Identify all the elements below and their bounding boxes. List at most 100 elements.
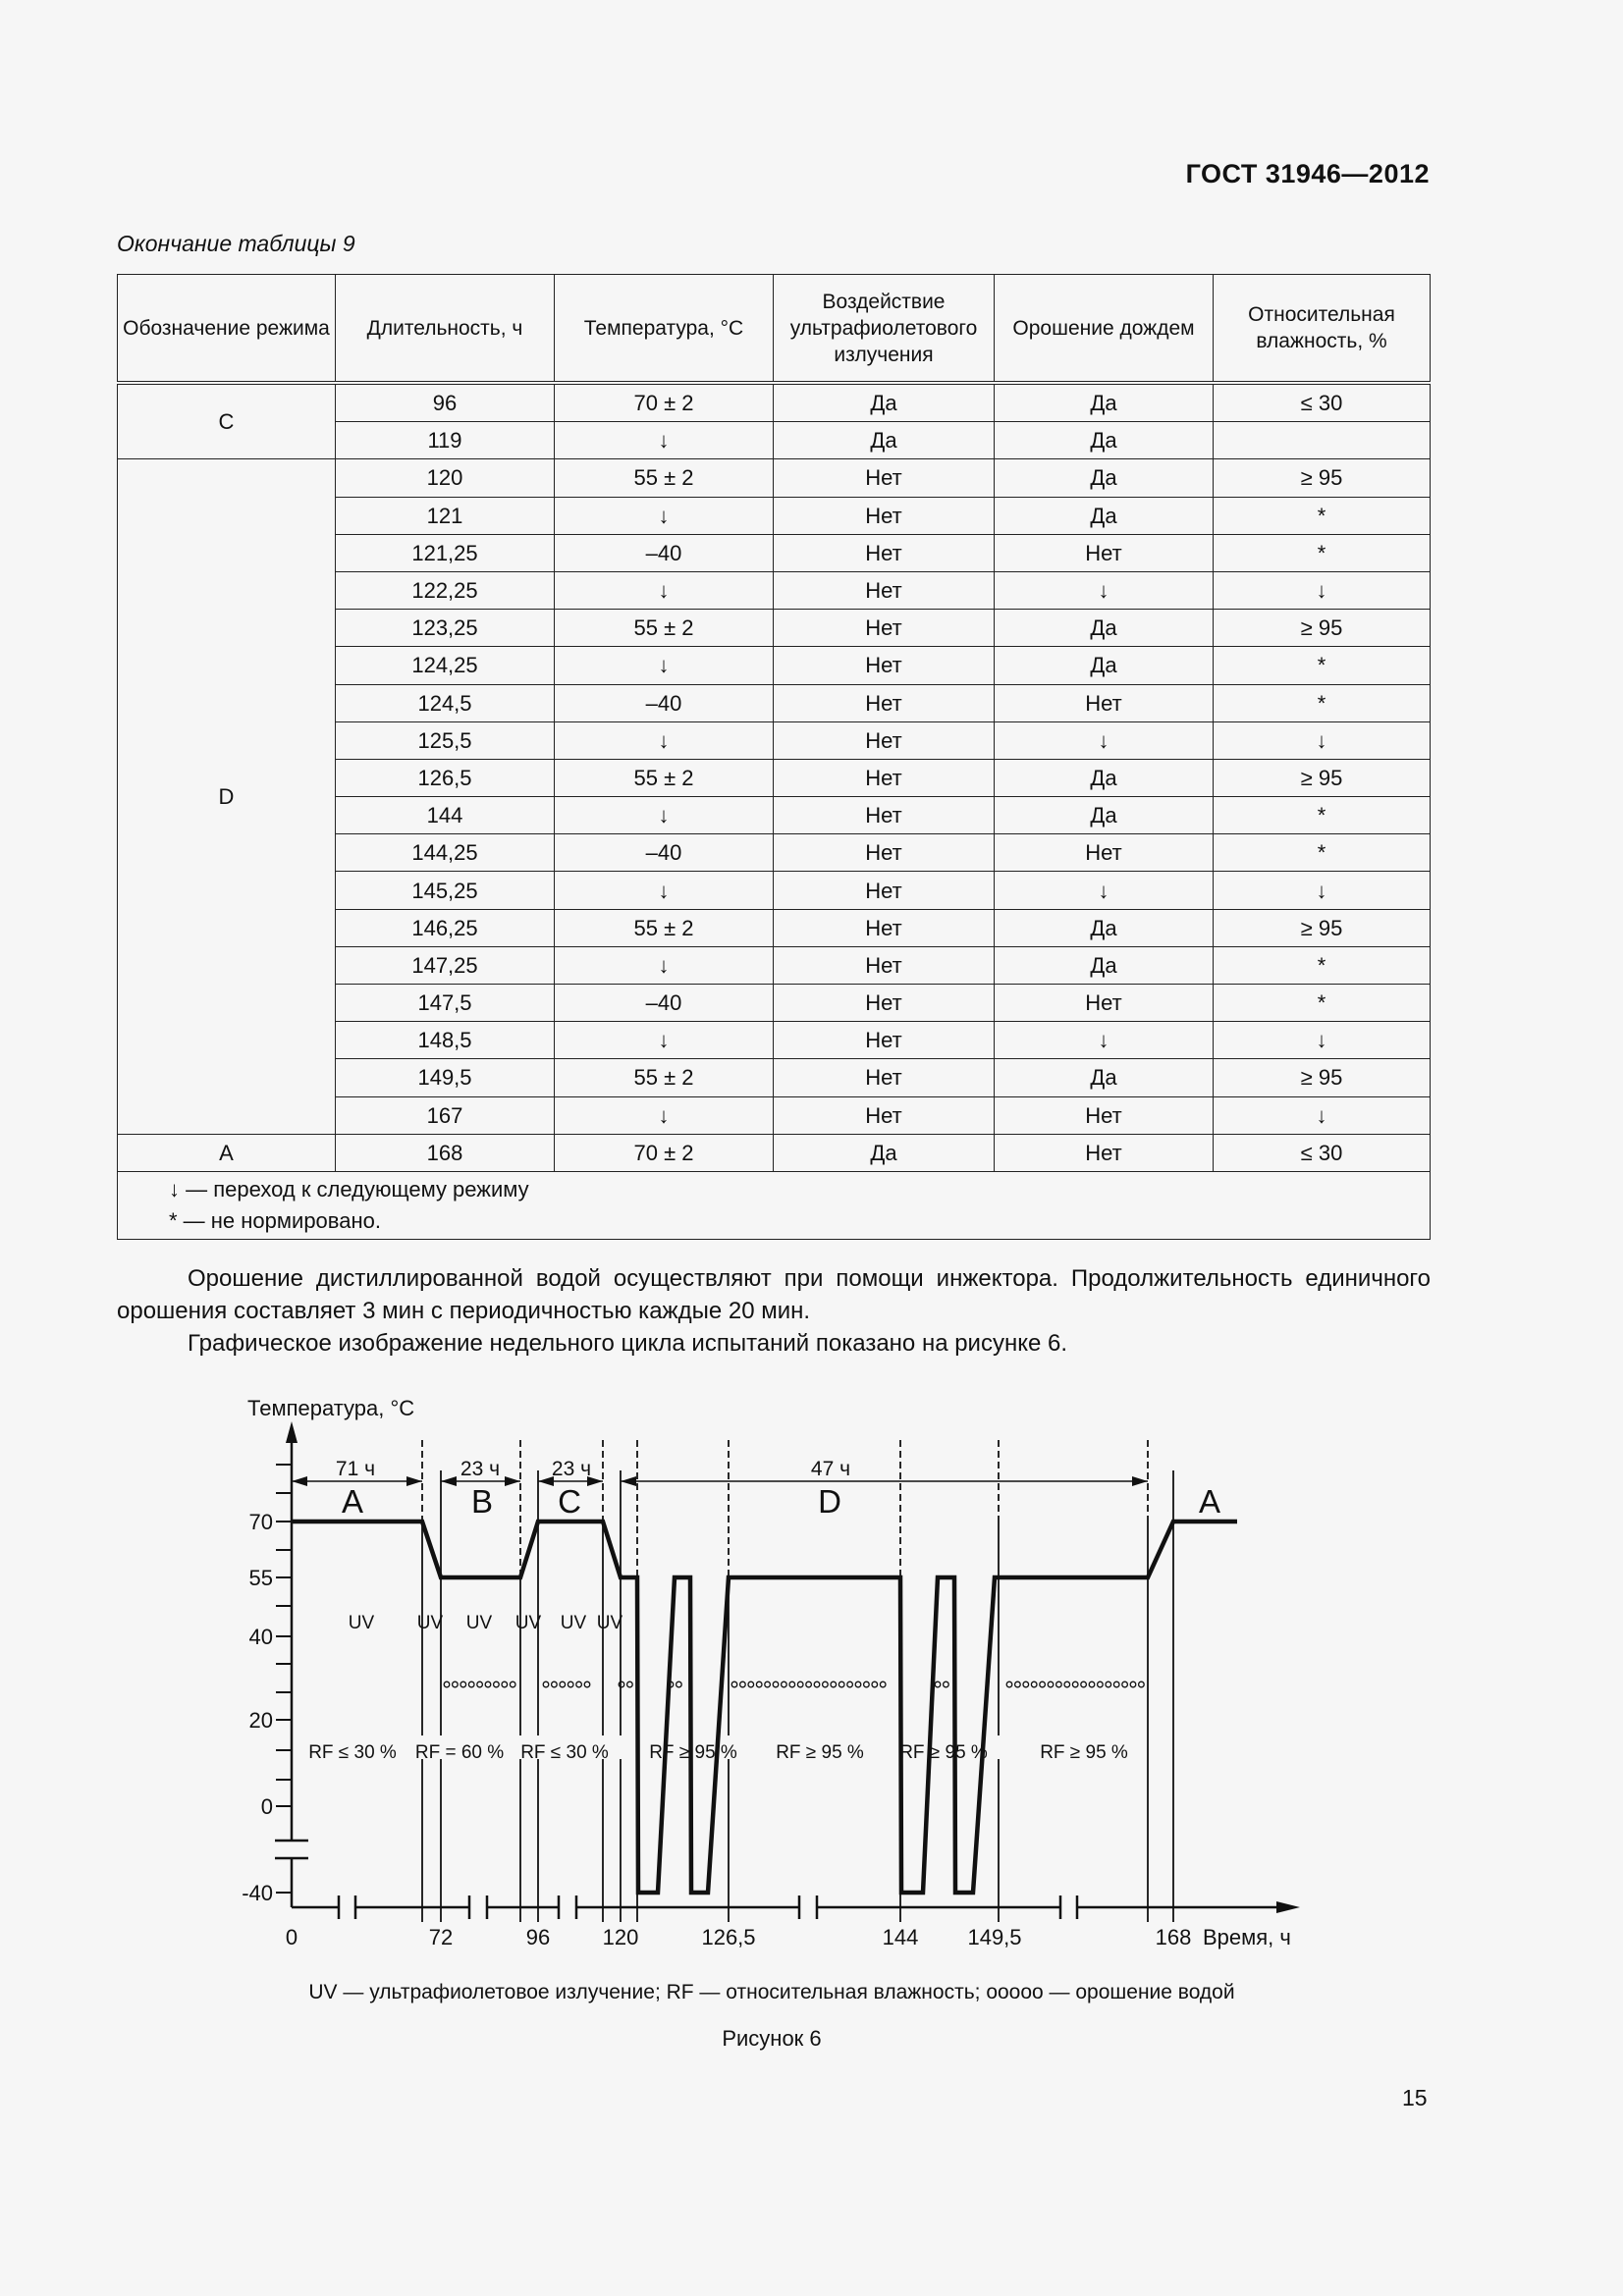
uv-label: UV: [515, 1613, 542, 1633]
rain-mark: [675, 1681, 682, 1688]
table-cell: 126,5: [335, 758, 555, 798]
mode-letter: A: [342, 1483, 363, 1520]
table-cell: 55 ± 2: [554, 908, 774, 947]
document-code: ГОСТ 31946—2012: [1185, 159, 1430, 188]
rain-mark: [1047, 1681, 1055, 1688]
label-background: [761, 1735, 879, 1759]
table-row: 148,5 ↓ Нет ↓ ↓: [118, 1021, 1431, 1060]
x-tick-label: 120: [603, 1925, 639, 1949]
table-cell: *: [1213, 533, 1431, 572]
y-tick-label: 70: [249, 1510, 273, 1534]
rain-mark: [559, 1681, 567, 1688]
rain-mark: [1013, 1681, 1021, 1688]
table-cell: 121: [335, 496, 555, 535]
rain-mark: [838, 1681, 845, 1688]
rain-mark: [1071, 1681, 1079, 1688]
rain-mark: [879, 1681, 887, 1688]
rain-mark: [460, 1681, 467, 1688]
table-cell: 124,5: [335, 683, 555, 722]
table-cell: 55 ± 2: [554, 758, 774, 798]
column-header: Относительная влажность, %: [1213, 274, 1431, 385]
rain-mark: [862, 1681, 870, 1688]
x-tick-label: 144: [883, 1925, 919, 1949]
table-cell: Нет: [773, 646, 995, 685]
uv-label: UV: [417, 1613, 444, 1633]
table-row: 119 ↓ Да Да: [118, 421, 1431, 460]
rain-mark: [788, 1681, 796, 1688]
table-cell: ≥ 95: [1213, 458, 1431, 498]
table-cell: ↓: [554, 646, 774, 685]
rain-mark: [575, 1681, 583, 1688]
table-cell: Нет: [994, 533, 1214, 572]
duration-label: 23 ч: [552, 1458, 591, 1480]
table-cell: *: [1213, 646, 1431, 685]
rain-mark: [451, 1681, 459, 1688]
rain-mark: [1096, 1681, 1104, 1688]
table-cell: ≥ 95: [1213, 758, 1431, 798]
arrowhead-icon: [406, 1476, 422, 1486]
rain-mark: [567, 1681, 574, 1688]
rf-label: RF ≥ 95 %: [776, 1742, 864, 1763]
x-axis-arrow-icon: [1276, 1901, 1300, 1913]
table-cell: ↓: [554, 1095, 774, 1135]
column-header: Воздействие ультрафиолетового излучения: [773, 274, 995, 385]
table-cell: ↓: [554, 496, 774, 535]
paragraph: Графическое изображение недельного цикла…: [188, 1330, 1068, 1357]
label-background: [506, 1735, 623, 1759]
rain-mark: [1039, 1681, 1047, 1688]
arrowhead-icon: [538, 1476, 554, 1486]
table-cell: ↓: [1213, 1021, 1431, 1060]
table-row: 125,5 ↓ Нет ↓ ↓: [118, 721, 1431, 760]
table-cell: Да: [994, 646, 1214, 685]
mode-letter: D: [818, 1483, 841, 1520]
rf-label: RF ≤ 30 %: [520, 1742, 609, 1763]
rain-mark: [1121, 1681, 1129, 1688]
rf-label: RF ≤ 30 %: [308, 1742, 397, 1763]
table-cell: ↓: [1213, 721, 1431, 760]
table-cell: Да: [994, 758, 1214, 798]
table-cell: –40: [554, 533, 774, 572]
table-row: 126,5 55 ± 2 Нет Да ≥ 95: [118, 758, 1431, 798]
uv-label: UV: [466, 1613, 493, 1633]
table-row: A 168 70 ± 2 Да Нет ≤ 30: [117, 1133, 1431, 1172]
figure-caption: Рисунок 6: [722, 2026, 822, 2051]
x-tick-label: 149,5: [967, 1925, 1021, 1949]
table-cell: 122,25: [335, 570, 555, 611]
y-tick-label: 20: [249, 1708, 273, 1733]
table-cell: 148,5: [335, 1021, 555, 1060]
table-cell: 144: [335, 796, 555, 835]
rain-mark: [805, 1681, 813, 1688]
rain-mark: [1129, 1681, 1137, 1688]
table-cell: 55 ± 2: [554, 1058, 774, 1097]
table-cell: 123,25: [335, 609, 555, 648]
mode-cell: D: [117, 458, 336, 1135]
table-cell: Да: [994, 496, 1214, 535]
table-header-row: Обозначение режима Длительность, ч Темпе…: [117, 274, 1431, 385]
table-cell: 55 ± 2: [554, 458, 774, 498]
table-cell: 149,5: [335, 1058, 555, 1097]
y-tick-label: 40: [249, 1625, 273, 1649]
table-cell: Нет: [773, 533, 995, 572]
rain-mark: [772, 1681, 780, 1688]
rain-mark: [492, 1681, 500, 1688]
table-cell: Нет: [773, 983, 995, 1023]
rain-mark: [780, 1681, 787, 1688]
rain-mark: [1063, 1681, 1071, 1688]
table-row: 144,25 –40 Нет Нет *: [118, 833, 1431, 873]
footnote: * — не нормировано.: [169, 1207, 381, 1233]
table-cell: *: [1213, 833, 1431, 873]
y-tick-label: 55: [249, 1566, 273, 1590]
figure-legend: UV — ультрафиолетовое излучение; RF — от…: [308, 1981, 1235, 2003]
table-cell: Нет: [773, 570, 995, 611]
rain-mark: [747, 1681, 755, 1688]
mode-letter: A: [1199, 1483, 1220, 1520]
table-row: 145,25 ↓ Нет ↓ ↓: [118, 871, 1431, 910]
rain-mark: [854, 1681, 862, 1688]
table-cell: Нет: [994, 1133, 1214, 1172]
rain-mark: [738, 1681, 746, 1688]
mode-cell: A: [117, 1133, 336, 1172]
x-tick-label: 168: [1156, 1925, 1192, 1949]
rain-mark: [1005, 1681, 1013, 1688]
rain-mark: [1080, 1681, 1088, 1688]
table-cell: 124,25: [335, 646, 555, 685]
